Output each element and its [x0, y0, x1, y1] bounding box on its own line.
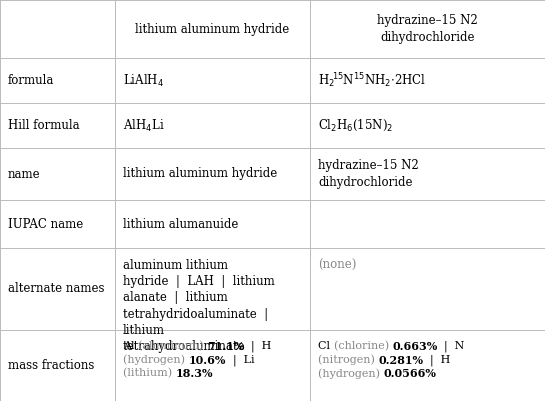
Text: |  H: | H — [244, 341, 272, 352]
Text: Cl$_2$H$_6$(15N)$_2$: Cl$_2$H$_6$(15N)$_2$ — [318, 118, 393, 133]
Text: (chlorine): (chlorine) — [334, 341, 392, 351]
Text: AlH$_4$Li: AlH$_4$Li — [123, 117, 165, 134]
Text: (hydrogen): (hydrogen) — [318, 368, 384, 379]
Text: (hydrogen): (hydrogen) — [123, 354, 189, 365]
Text: aluminum lithium
hydride  |  LAH  |  lithium
alanate  |  lithium
tetrahydridoalu: aluminum lithium hydride | LAH | lithium… — [123, 259, 275, 353]
Text: name: name — [8, 168, 41, 180]
Text: (nitrogen): (nitrogen) — [318, 354, 378, 365]
Text: (aluminum): (aluminum) — [138, 341, 207, 351]
Text: 18.3%: 18.3% — [175, 368, 213, 379]
Text: Al: Al — [123, 341, 138, 351]
Text: lithium aluminum hydride: lithium aluminum hydride — [135, 22, 289, 36]
Text: lithium alumanuide: lithium alumanuide — [123, 217, 238, 231]
Text: Cl: Cl — [318, 341, 334, 351]
Text: formula: formula — [8, 74, 54, 87]
Text: |  H: | H — [423, 354, 451, 366]
Text: LiAlH$_4$: LiAlH$_4$ — [123, 73, 164, 89]
Text: 0.281%: 0.281% — [378, 354, 423, 365]
Text: lithium aluminum hydride: lithium aluminum hydride — [123, 168, 277, 180]
Text: (lithium): (lithium) — [123, 368, 175, 378]
Text: alternate names: alternate names — [8, 282, 105, 296]
Text: (none): (none) — [318, 259, 356, 272]
Text: H$_2\!{}^{15}$N$^{15}$NH$_2{\cdot}$2HCl: H$_2\!{}^{15}$N$^{15}$NH$_2{\cdot}$2HCl — [318, 71, 426, 90]
Text: hydrazine–15 N2
dihydrochloride: hydrazine–15 N2 dihydrochloride — [318, 159, 419, 189]
Text: |  Li: | Li — [226, 354, 255, 366]
Text: mass fractions: mass fractions — [8, 359, 94, 372]
Text: hydrazine–15 N2
dihydrochloride: hydrazine–15 N2 dihydrochloride — [377, 14, 478, 44]
Text: |  N: | N — [438, 341, 465, 352]
Text: IUPAC name: IUPAC name — [8, 217, 83, 231]
Text: 71.1%: 71.1% — [207, 341, 244, 352]
Text: 10.6%: 10.6% — [189, 354, 226, 365]
Text: Hill formula: Hill formula — [8, 119, 80, 132]
Text: 0.0566%: 0.0566% — [384, 368, 437, 379]
Text: 0.663%: 0.663% — [392, 341, 438, 352]
